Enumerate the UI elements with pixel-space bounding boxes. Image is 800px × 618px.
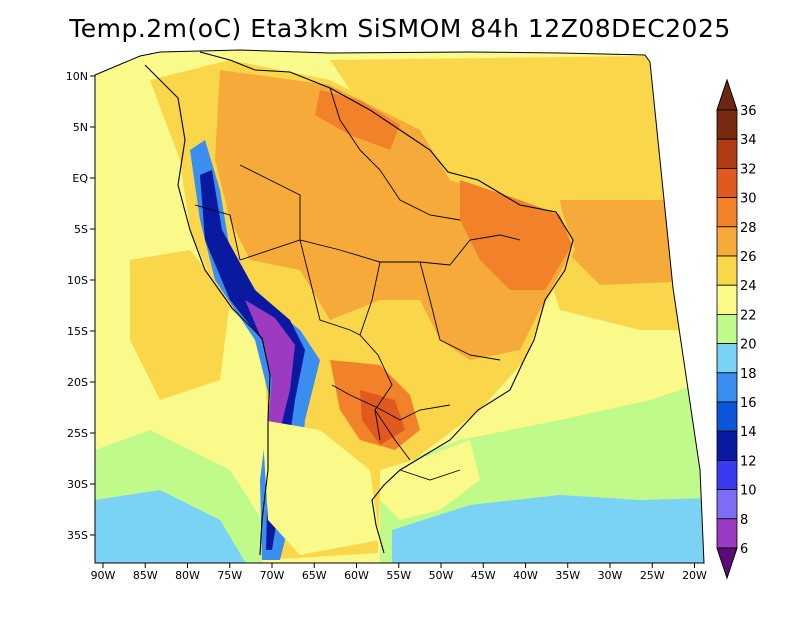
longitude-tick-labels: 90W 85W 80W 75W 70W 65W 60W 55W 50W 45W 40W 35W 30W 2… (91, 569, 707, 582)
colorbar-swatch (716, 226, 738, 257)
lon-tick-label: 80W (175, 569, 200, 582)
lon-tick-label: 75W (217, 569, 242, 582)
colorbar-swatch (716, 109, 738, 140)
colorbar-label: 26 (740, 250, 757, 265)
colorbar-label: 18 (740, 367, 757, 382)
colorbar-swatch (716, 518, 738, 549)
lat-tick-label: 5N (73, 121, 88, 134)
colorbar-label: 30 (740, 192, 757, 207)
colorbar-swatch (716, 138, 738, 169)
colorbar-label: 16 (740, 396, 757, 411)
lat-tick-label: 15S (67, 325, 88, 338)
lon-tick-label: 90W (91, 569, 116, 582)
colorbar-swatch (716, 401, 738, 432)
colorbar-label: 36 (740, 104, 757, 119)
lat-tick-label: 5S (74, 223, 88, 236)
lon-tick-label: 20W (682, 569, 707, 582)
lon-tick-label: 45W (471, 569, 496, 582)
colorbar-swatch (716, 489, 738, 520)
continent-outline (144, 51, 574, 556)
colorbar-label: 10 (740, 484, 757, 499)
lon-tick-label: 30W (598, 569, 623, 582)
colorbar-label: 6 (740, 542, 748, 557)
chaco-hottest (360, 390, 405, 445)
colorbar-label: 8 (740, 513, 748, 528)
lon-tick-label: 60W (344, 569, 369, 582)
colorbar-swatch (716, 284, 738, 315)
axis-ticks (90, 75, 695, 568)
andes-peaks-coldest (245, 300, 295, 470)
colorbar-swatch (716, 343, 738, 374)
lat-tick-label: 35S (67, 529, 88, 542)
colorbar-swatch (716, 372, 738, 403)
guiana-hot (315, 90, 400, 150)
lat-tick-label: 30S (67, 478, 88, 491)
northeast-very-hot (460, 180, 572, 290)
colorbar-swatch (716, 459, 738, 490)
colorbar-label: 24 (740, 279, 757, 294)
chart-title: Temp.2m(oC) Eta3km SiSMOM 84h 12Z08DEC20… (69, 14, 731, 43)
colorbar-swatch (716, 430, 738, 461)
pampas-mild (262, 420, 380, 555)
country-borders (194, 87, 521, 481)
lat-tick-label: EQ (72, 172, 88, 185)
colorbar-swatch (716, 255, 738, 286)
colorbar-over-arrow (716, 78, 738, 111)
pacific-cold-southwest (95, 490, 250, 563)
colorbar-label: 20 (740, 338, 757, 353)
lon-tick-label: 55W (386, 569, 411, 582)
lon-tick-label: 25W (640, 569, 665, 582)
lon-tick-label: 35W (555, 569, 580, 582)
colorbar: 36 34 32 30 28 26 24 22 20 18 16 14 12 10 8 6 (716, 78, 757, 580)
lon-tick-label: 85W (133, 569, 158, 582)
colorbar-label: 34 (740, 133, 757, 148)
lat-tick-label: 10S (67, 274, 88, 287)
lat-tick-label: 10N (66, 70, 88, 83)
colorbar-label: 14 (740, 425, 757, 440)
colorbar-swatch (716, 313, 738, 344)
amazon-hot (215, 70, 570, 360)
south-atlantic-cold (392, 495, 704, 563)
latitude-tick-labels: 10N 5N EQ 5S 10S 15S 20S 25S 30S 35S (66, 70, 89, 542)
pacific-warm-patch (130, 250, 230, 400)
domain-border (94, 49, 705, 564)
colorbar-label: 12 (740, 454, 757, 469)
colorbar-under-arrow (716, 547, 738, 580)
lon-tick-label: 40W (513, 569, 538, 582)
colorbar-label: 32 (740, 162, 757, 177)
colorbar-label: 28 (740, 221, 757, 236)
colorbar-swatch (716, 167, 738, 198)
lon-tick-label: 65W (302, 569, 327, 582)
colorbar-swatch (716, 197, 738, 228)
lon-tick-label: 70W (260, 569, 285, 582)
temperature-field (95, 50, 704, 563)
lat-tick-label: 25S (67, 427, 88, 440)
colorbar-label: 22 (740, 308, 757, 323)
lon-tick-label: 50W (429, 569, 454, 582)
lat-tick-label: 20S (67, 376, 88, 389)
